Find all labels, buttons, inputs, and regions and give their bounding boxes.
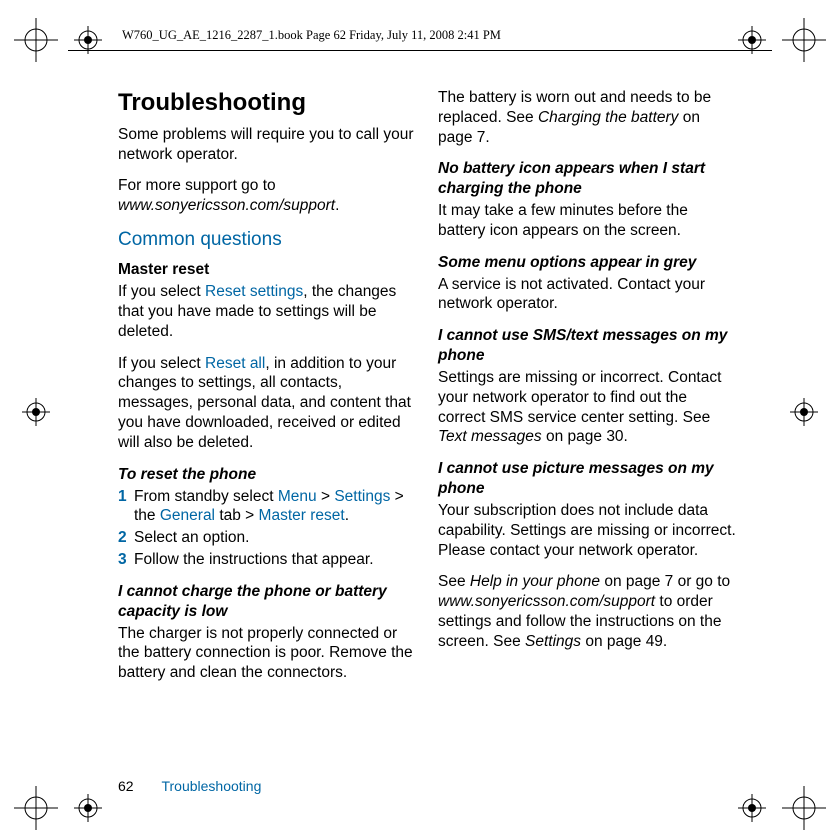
cannot-charge-heading: I cannot charge the phone or battery cap… [118, 582, 416, 622]
sms-body: Settings are missing or incorrect. Conta… [438, 368, 736, 447]
step-1: 1 From standby select Menu > Settings > … [118, 487, 416, 527]
t: Select an option. [134, 529, 249, 546]
t: If you select [118, 283, 205, 300]
step-number: 1 [118, 487, 127, 507]
reset-all-link: Reset all [205, 355, 265, 372]
grey-menu-heading: Some menu options appear in grey [438, 253, 736, 273]
step-number: 3 [118, 550, 127, 570]
page-title: Troubleshooting [118, 88, 416, 119]
crop-bl [14, 786, 58, 830]
t: Settings are missing or incorrect. Conta… [438, 369, 721, 426]
t: . [345, 507, 349, 524]
charging-ref: Charging the battery [538, 109, 678, 126]
reset-all-text: If you select Reset all, in addition to … [118, 354, 416, 453]
t: See [438, 573, 470, 590]
crop-tl [14, 18, 58, 62]
battery-worn-text: The battery is worn out and needs to be … [438, 88, 736, 147]
settings-ref: Settings [525, 633, 581, 650]
reset-settings-text: If you select Reset settings, the change… [118, 282, 416, 341]
step-3: 3 Follow the instructions that appear. [118, 550, 416, 570]
page-number: 62 [118, 778, 134, 794]
content: Troubleshooting Some problems will requi… [118, 88, 738, 695]
t: on page 49. [581, 633, 667, 650]
cannot-charge-body: The charger is not properly connected or… [118, 624, 416, 683]
right-column: The battery is worn out and needs to be … [438, 88, 736, 695]
no-battery-icon-heading: No battery icon appears when I start cha… [438, 159, 736, 199]
support-suffix: . [335, 197, 339, 214]
reset-settings-link: Reset settings [205, 283, 303, 300]
footer: 62 Troubleshooting [118, 778, 261, 794]
general-link: General [160, 507, 215, 524]
crop-br [782, 786, 826, 830]
support-prefix: For more support go to [118, 177, 276, 194]
reg-br [738, 794, 766, 822]
t: on page 30. [542, 428, 628, 445]
text-messages-ref: Text messages [438, 428, 542, 445]
to-reset-heading: To reset the phone [118, 465, 416, 485]
no-battery-icon-body: It may take a few minutes before the bat… [438, 201, 736, 241]
picture-body: Your subscription does not include data … [438, 501, 736, 560]
t: tab > [215, 507, 259, 524]
t: From standby select [134, 488, 278, 505]
reg-ml [22, 398, 50, 426]
settings-link: Settings [334, 488, 390, 505]
reg-mr [790, 398, 818, 426]
left-column: Troubleshooting Some problems will requi… [118, 88, 416, 695]
t: Follow the instructions that appear. [134, 551, 374, 568]
t: > [317, 488, 335, 505]
step-2: 2 Select an option. [118, 528, 416, 548]
footer-section: Troubleshooting [161, 778, 261, 794]
master-reset-link: Master reset [259, 507, 345, 524]
support-url: www.sonyericsson.com/support [118, 197, 335, 214]
step-number: 2 [118, 528, 127, 548]
header-text: W760_UG_AE_1216_2287_1.book Page 62 Frid… [122, 28, 501, 43]
sms-heading: I cannot use SMS/text messages on my pho… [438, 326, 736, 366]
grey-menu-body: A service is not activated. Contact your… [438, 275, 736, 315]
header-rule [68, 50, 772, 51]
intro-text: Some problems will require you to call y… [118, 125, 416, 165]
support-text: For more support go to www.sonyericsson.… [118, 176, 416, 216]
crop-tr [782, 18, 826, 62]
master-reset-heading: Master reset [118, 260, 416, 280]
help-ref: Help in your phone [470, 573, 600, 590]
reset-steps: 1 From standby select Menu > Settings > … [118, 487, 416, 570]
t: on page 7 or go to [600, 573, 730, 590]
picture-heading: I cannot use picture messages on my phon… [438, 459, 736, 499]
see-help-text: See Help in your phone on page 7 or go t… [438, 572, 736, 651]
common-questions-heading: Common questions [118, 228, 416, 252]
menu-link: Menu [278, 488, 317, 505]
support-url-ref: www.sonyericsson.com/support [438, 593, 655, 610]
reg-bl [74, 794, 102, 822]
t: If you select [118, 355, 205, 372]
